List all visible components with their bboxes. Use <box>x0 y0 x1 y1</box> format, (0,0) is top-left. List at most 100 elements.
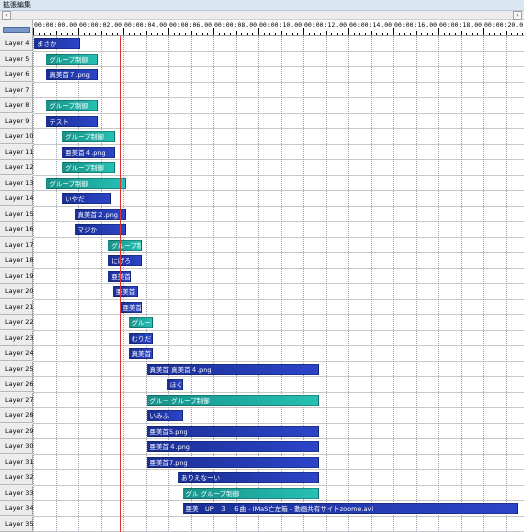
layer-row-divider <box>33 298 524 300</box>
timeline-object[interactable]: グループ制御 <box>108 239 142 251</box>
layer-header[interactable]: Layer 8 <box>0 98 33 113</box>
timeline-object[interactable]: 真美首 真美首４.png <box>146 363 319 375</box>
layer-header[interactable]: Layer 35 <box>0 516 33 532</box>
layer-header[interactable]: Layer 28 <box>0 408 33 423</box>
timeline-object[interactable]: 真美首７.png <box>46 69 99 80</box>
timeline-object[interactable]: グル－ グループ制御 <box>146 394 319 406</box>
ruler-tick <box>331 33 333 35</box>
timeline-object[interactable]: マジか <box>74 224 127 235</box>
timeline-object[interactable]: ありえなーい <box>178 472 319 483</box>
ruler-tick <box>488 33 490 35</box>
ruler-tick <box>179 33 181 35</box>
timeline-object[interactable]: まさか <box>34 38 81 49</box>
time-ruler[interactable]: 00:00:00.00 00:00:02.00 00:00:04.00 00:00:0… <box>33 20 524 36</box>
layer-header[interactable]: Layer 13 <box>0 175 33 191</box>
ruler-tick <box>128 33 130 35</box>
scroll-right-icon[interactable]: › <box>513 11 522 20</box>
playhead-cursor[interactable] <box>120 36 121 532</box>
ruler-tick <box>33 28 34 35</box>
timeline-object[interactable]: グル グループ制御 <box>182 487 319 499</box>
timeline-object[interactable]: 真美首２.png <box>74 208 127 220</box>
layer-row-divider <box>33 453 524 455</box>
ruler-tick <box>190 31 192 35</box>
layer-header[interactable]: Layer 18 <box>0 253 33 268</box>
timeline-gridline <box>393 36 394 532</box>
ruler-tick <box>38 33 40 35</box>
layer-header[interactable]: Layer 26 <box>0 377 33 392</box>
timeline-object[interactable]: 真美首 <box>128 348 154 359</box>
ruler-tick <box>499 33 501 35</box>
timeline-object[interactable]: いみふ <box>146 410 183 421</box>
layer-header[interactable]: Layer 32 <box>0 470 33 485</box>
layer-row-divider <box>33 174 524 176</box>
ruler-time-label: 00:00:18.00 <box>439 21 483 29</box>
timeline-object[interactable]: テスト <box>46 115 99 127</box>
ruler-tick <box>269 33 271 35</box>
scroll-left-icon[interactable]: ‹ <box>2 11 11 20</box>
ruler-tick <box>117 33 119 35</box>
timeline-object[interactable]: 亜美首5.png <box>146 425 319 437</box>
layer-header[interactable]: Layer 27 <box>0 392 33 408</box>
timeline-object[interactable]: 亜美首7.png <box>146 456 319 468</box>
timeline-object[interactable]: グループ制御 <box>62 162 115 173</box>
timeline-object[interactable]: グループ制御 <box>62 131 115 142</box>
timeline-area[interactable]: まさか グループ制御 真美首７.png グループ制御 テスト グループ制御 亜美首４.png… <box>33 36 524 532</box>
layer-header[interactable]: Layer 14 <box>0 191 33 206</box>
layer-header[interactable]: Layer 31 <box>0 454 33 470</box>
layer-header[interactable]: Layer 17 <box>0 237 33 253</box>
layer-header[interactable]: Layer 15 <box>0 206 33 222</box>
timeline-object[interactable]: 亜美 UP ３ ６曲 - IMaS亡左箱 - 動画共有サイトzoome.avi <box>182 503 518 514</box>
ruler-tick <box>303 28 304 35</box>
ruler-time-label: 00:00:02.00 <box>79 21 123 29</box>
zoom-slider[interactable] <box>0 20 33 36</box>
timeline-object[interactable]: グループ制御 <box>46 177 127 189</box>
layer-header[interactable]: Layer 9 <box>0 113 33 129</box>
layer-row-divider <box>33 500 524 501</box>
ruler-tick <box>319 33 321 35</box>
ruler-tick <box>342 33 344 35</box>
timeline-object[interactable]: いやだ <box>62 193 111 204</box>
timeline-object[interactable]: むりだ <box>128 332 154 344</box>
layer-header[interactable]: Layer 4 <box>0 36 33 51</box>
timeline-object[interactable]: にげろ <box>108 255 142 266</box>
layer-header[interactable]: Layer 29 <box>0 423 33 439</box>
layer-header[interactable]: Layer 23 <box>0 330 33 346</box>
layer-header[interactable]: Layer 34 <box>0 501 33 516</box>
layer-header[interactable]: Layer 19 <box>0 268 33 284</box>
timeline-object[interactable]: グループ制御 <box>46 53 99 65</box>
layer-header[interactable]: Layer 6 <box>0 67 33 82</box>
timeline-gridline <box>415 36 417 532</box>
layer-header[interactable]: Layer 7 <box>0 82 33 98</box>
layer-header[interactable]: Layer 5 <box>0 51 33 67</box>
timeline-object[interactable]: 亜美首 <box>119 301 142 313</box>
ruler-time-label: 00:00:00.00 <box>34 21 78 29</box>
ruler-tick <box>134 33 136 35</box>
layer-header[interactable]: Layer 11 <box>0 144 33 160</box>
layer-header[interactable]: Layer 16 <box>0 222 33 237</box>
layer-header[interactable]: Layer 12 <box>0 160 33 175</box>
layer-header[interactable]: Layer 22 <box>0 315 33 330</box>
ruler-tick <box>477 33 479 35</box>
ruler-tick <box>353 33 355 35</box>
layer-header[interactable]: Layer 10 <box>0 129 33 144</box>
timeline-gridline <box>258 36 259 532</box>
timeline-gridline <box>280 36 282 532</box>
timeline-object[interactable]: グループ制御 <box>46 100 99 111</box>
zoom-slider-thumb[interactable] <box>3 27 30 33</box>
layer-header[interactable]: Layer 30 <box>0 439 33 454</box>
layer-row-divider <box>33 283 524 284</box>
ruler-tick <box>336 33 338 35</box>
layer-header[interactable]: Layer 24 <box>0 346 33 361</box>
layer-header[interactable]: Layer 20 <box>0 284 33 299</box>
layer-header[interactable]: Layer 25 <box>0 361 33 377</box>
timeline-object[interactable]: グループ <box>128 317 154 328</box>
layer-row-divider <box>33 360 524 362</box>
layer-header[interactable]: Layer 33 <box>0 485 33 501</box>
ruler-tick <box>61 33 63 35</box>
timeline-object[interactable]: ほく <box>166 379 183 390</box>
horizontal-scrollbar[interactable]: ‹ › <box>0 11 524 20</box>
layer-header[interactable]: Layer 21 <box>0 299 33 315</box>
timeline-object[interactable]: 亜美首４.png <box>62 146 115 158</box>
timeline-object[interactable]: 亜美首４.png <box>146 441 319 452</box>
timeline-object[interactable]: 亜美首 <box>112 286 138 297</box>
